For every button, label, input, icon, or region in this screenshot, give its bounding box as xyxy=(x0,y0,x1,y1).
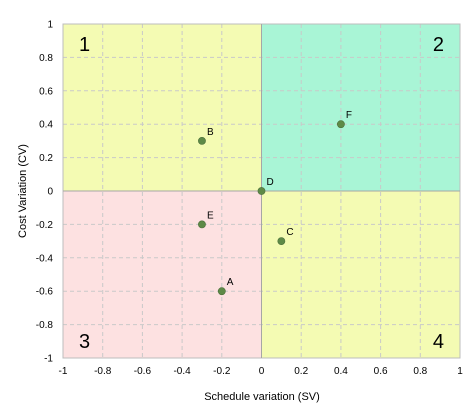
y-tick-label: 0 xyxy=(47,187,53,198)
tick-labels: -1 -0.8 -0.6 -0.4 -0.2 0 0.2 0.4 0.6 0.8 1 -1 -0.8 -0… xyxy=(36,20,463,378)
x-tick-label: 0.8 xyxy=(413,366,427,377)
point-marker xyxy=(217,287,226,296)
data-point-e: E xyxy=(198,210,214,229)
y-tick-label: 0.8 xyxy=(39,53,53,64)
quadrant-backgrounds xyxy=(63,24,460,358)
data-point-f: F xyxy=(336,110,352,129)
point-marker xyxy=(336,120,345,129)
data-point-a: A xyxy=(217,277,234,296)
x-tick-label: 0 xyxy=(259,366,265,377)
x-tick-label: -0.8 xyxy=(94,366,112,377)
quadrant-3-label: 3 xyxy=(79,331,90,353)
y-tick-label: -0.4 xyxy=(36,253,54,264)
x-tick-label: 0.2 xyxy=(294,366,308,377)
y-axis-title: Cost Variation (CV) xyxy=(17,144,29,238)
y-tick-label: 1 xyxy=(47,20,53,31)
data-point-d: D xyxy=(257,177,274,195)
x-tick-label: -0.4 xyxy=(173,366,191,377)
y-tick-label: 0.4 xyxy=(39,120,53,131)
point-label: D xyxy=(267,177,274,188)
quadrant-2-label: 2 xyxy=(433,34,444,56)
point-marker xyxy=(277,237,286,245)
quadrant-4-label: 4 xyxy=(433,331,444,353)
x-tick-label: -0.6 xyxy=(134,366,152,377)
x-axis-title: Schedule variation (SV) xyxy=(204,391,320,403)
y-tick-label: -0.8 xyxy=(36,320,54,331)
x-tick-label: -1 xyxy=(59,366,68,377)
x-tick-label: -0.2 xyxy=(213,366,231,377)
quadrant-1-background xyxy=(63,24,262,191)
data-points: A B C D E F xyxy=(198,110,352,296)
y-tick-label: 0.6 xyxy=(39,86,53,97)
quadrant-2-background xyxy=(261,24,460,191)
point-marker xyxy=(198,136,206,145)
point-marker xyxy=(257,187,266,195)
point-label: E xyxy=(207,210,214,221)
data-point-b: B xyxy=(198,127,214,145)
y-tick-label: -0.2 xyxy=(36,220,54,231)
x-tick-label: 0.4 xyxy=(334,366,348,377)
y-tick-label: -1 xyxy=(44,354,53,365)
point-label: B xyxy=(207,127,214,138)
quadrant-4-background xyxy=(261,191,460,358)
point-label: C xyxy=(286,227,293,238)
quadrant-labels: 1 2 3 4 xyxy=(79,34,444,353)
point-marker xyxy=(198,220,206,229)
y-tick-label: 0.2 xyxy=(39,153,53,164)
x-tick-label: 0.6 xyxy=(374,366,388,377)
point-label: A xyxy=(227,277,234,288)
y-tick-label: -0.6 xyxy=(36,287,54,298)
data-point-c: C xyxy=(277,227,294,245)
point-label: F xyxy=(346,110,352,121)
x-tick-label: 1 xyxy=(457,366,463,377)
quadrant-1-label: 1 xyxy=(79,34,90,56)
quadrant-3-background xyxy=(63,191,262,358)
